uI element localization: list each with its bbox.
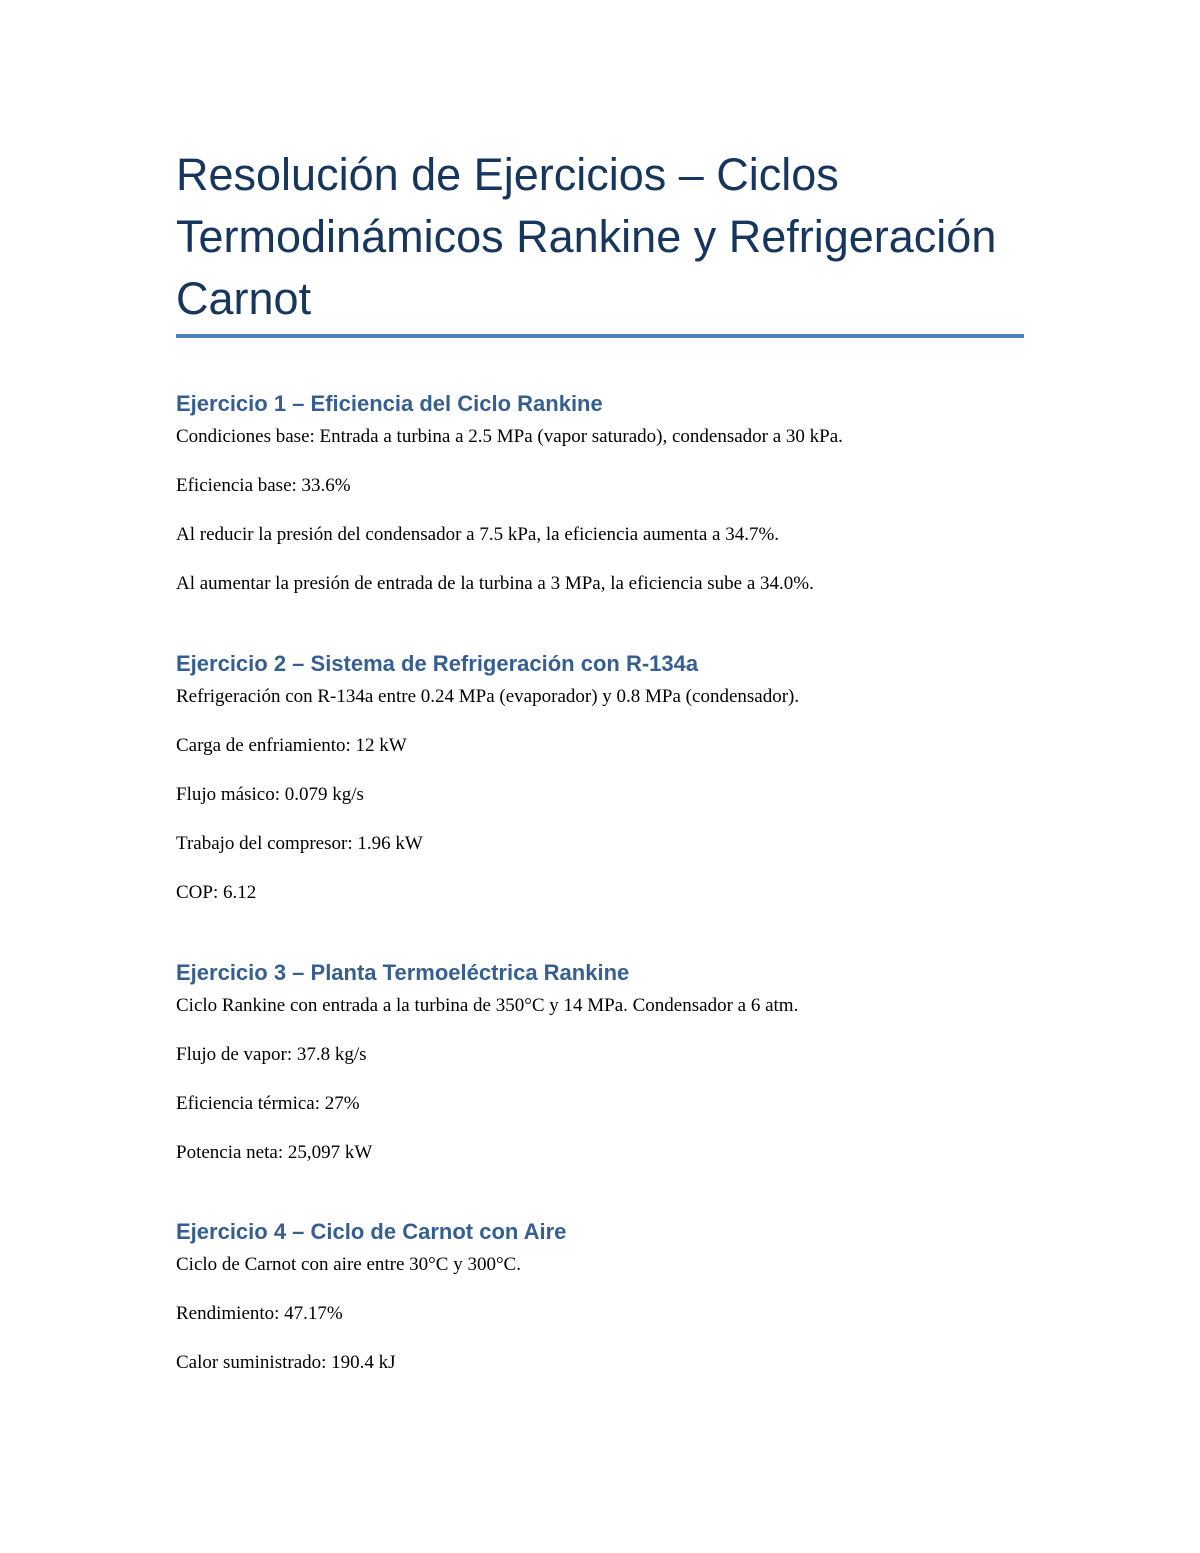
body-paragraph: Al aumentar la presión de entrada de la … xyxy=(176,573,814,594)
body-paragraph: Potencia neta: 25,097 kW xyxy=(176,1142,373,1163)
body-paragraph: Ciclo de Carnot con aire entre 30°C y 30… xyxy=(176,1254,521,1275)
body-paragraph: Ciclo Rankine con entrada a la turbina d… xyxy=(176,995,799,1016)
section-ejercicio-3: Ejercicio 3 – Planta Termoeléctrica Rank… xyxy=(176,956,1036,1177)
section-ejercicio-4: Ejercicio 4 – Ciclo de Carnot con Aire Ci… xyxy=(176,1215,1036,1387)
body-paragraph: Al reducir la presión del condensador a … xyxy=(176,524,780,545)
body-paragraph: Condiciones base: Entrada a turbina a 2.… xyxy=(176,426,843,447)
document-title: Resolución de Ejercicios – Ciclos Termod… xyxy=(176,149,997,324)
section-heading: Ejercicio 2 – Sistema de Refrigeración c… xyxy=(176,651,699,676)
section-ejercicio-1: Ejercicio 1 – Eficiencia del Ciclo Ranki… xyxy=(176,387,1036,608)
body-paragraph: Flujo de vapor: 37.8 kg/s xyxy=(176,1044,367,1065)
body-paragraph: Refrigeración con R-134a entre 0.24 MPa … xyxy=(176,686,800,707)
section-heading: Ejercicio 3 – Planta Termoeléctrica Rank… xyxy=(176,960,630,985)
body-paragraph: Calor suministrado: 190.4 kJ xyxy=(176,1352,396,1373)
body-paragraph: Eficiencia térmica: 27% xyxy=(176,1093,360,1114)
body-paragraph: Carga de enfriamiento: 12 kW xyxy=(176,735,407,756)
title-underline xyxy=(176,334,1024,338)
body-paragraph: Eficiencia base: 33.6% xyxy=(176,475,351,496)
body-paragraph: COP: 6.12 xyxy=(176,882,257,903)
section-heading: Ejercicio 1 – Eficiencia del Ciclo Ranki… xyxy=(176,391,603,416)
section-ejercicio-2: Ejercicio 2 – Sistema de Refrigeración c… xyxy=(176,647,1036,917)
section-heading: Ejercicio 4 – Ciclo de Carnot con Aire xyxy=(176,1219,567,1244)
body-paragraph: Flujo másico: 0.079 kg/s xyxy=(176,784,364,805)
body-paragraph: Rendimiento: 47.17% xyxy=(176,1303,343,1324)
body-paragraph: Trabajo del compresor: 1.96 kW xyxy=(176,833,423,854)
